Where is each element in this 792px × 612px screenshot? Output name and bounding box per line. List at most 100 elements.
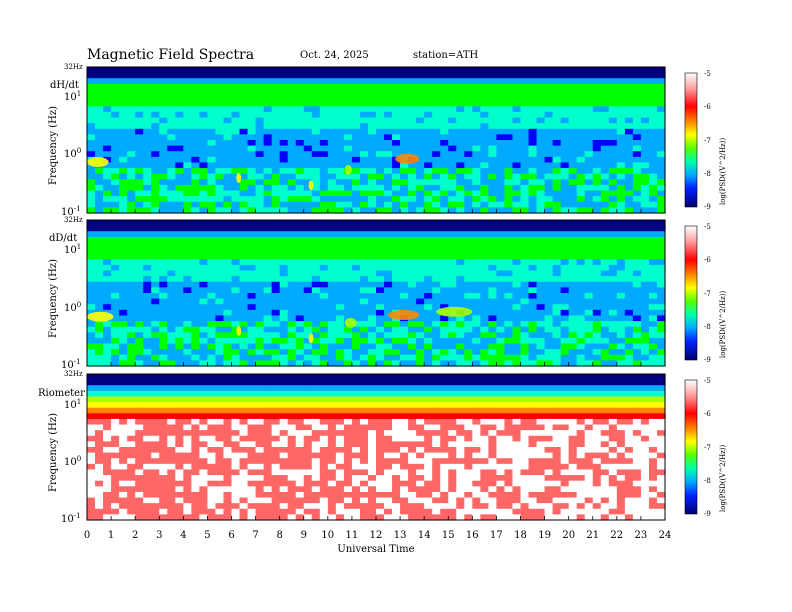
spectrogram-cell <box>632 111 642 119</box>
spectrogram-cell <box>424 173 433 180</box>
spectrogram-cell <box>263 264 273 272</box>
spectrogram-cell <box>335 242 345 249</box>
spectrogram-cell <box>472 430 481 437</box>
spectrogram-cell <box>87 463 96 471</box>
spectrogram-cell <box>239 374 249 381</box>
spectrogram-cell <box>239 304 249 311</box>
spectrogram-cell <box>624 145 634 152</box>
spectrogram-cell <box>616 343 626 350</box>
spectrogram-cell <box>191 83 200 91</box>
spectrogram-cell <box>376 270 385 277</box>
spectrogram-cell <box>456 390 465 398</box>
spectrogram-cell <box>536 418 546 426</box>
spectrogram-cell <box>127 407 136 414</box>
spectrogram-cell <box>616 89 626 96</box>
spectrogram-cell <box>199 168 209 175</box>
spectrogram-cell <box>416 264 425 272</box>
spectrogram-cell <box>472 458 481 465</box>
spectrogram-cell <box>135 231 144 238</box>
spectrogram-cell <box>576 134 586 141</box>
spectrogram-cell <box>400 72 409 79</box>
spectrogram-cell <box>632 207 642 214</box>
spectrogram-cell <box>584 343 594 350</box>
spectrogram-cell <box>440 236 449 244</box>
spectrogram-cell <box>175 78 184 85</box>
spectrogram-cell <box>303 407 313 414</box>
y-tick-dddt-0: 100 <box>64 301 81 314</box>
spectrogram-cell <box>400 83 409 91</box>
spectrogram-cell <box>335 134 345 141</box>
spectrogram-cell <box>343 117 353 124</box>
spectrogram-cell <box>215 72 225 79</box>
spectrogram-cell <box>424 236 433 244</box>
spectrogram-cell <box>376 207 385 214</box>
spectrogram-cell <box>656 100 666 107</box>
spectrogram-cell <box>488 83 498 91</box>
spectrogram-cell <box>400 270 409 277</box>
spectrogram-cell <box>335 253 345 260</box>
spectrogram-cell <box>544 452 554 459</box>
spectrogram-cell <box>199 173 209 180</box>
spectrogram-cell <box>87 270 96 277</box>
spectrogram-cell <box>191 293 200 300</box>
spectrogram-cell <box>255 452 265 459</box>
spectrogram-cell <box>392 201 401 208</box>
spectrogram-cell <box>568 67 578 74</box>
spectrogram-cell <box>287 162 297 169</box>
spectrogram-cell <box>119 413 128 420</box>
spectrogram-cell <box>488 95 498 102</box>
spectrogram-cell <box>319 441 329 448</box>
spectrogram-cell <box>95 190 104 197</box>
y-tick-dhdt-1: 101 <box>64 90 81 103</box>
spectrogram-cell <box>119 145 128 152</box>
spectrogram-cell <box>335 106 345 113</box>
spectrogram-cell <box>416 207 425 214</box>
spectrogram-cell <box>95 100 104 107</box>
spectrogram-cell <box>656 435 666 442</box>
spectrogram-cell <box>151 435 160 442</box>
spectrogram-cell <box>512 95 522 102</box>
spectrogram-cell <box>255 184 265 192</box>
spectrogram-cell <box>448 458 457 465</box>
spectrogram-cell <box>303 117 313 124</box>
spectrogram-cell <box>271 179 281 186</box>
spectrogram-cell <box>199 463 209 471</box>
spectrogram-cell <box>512 117 522 124</box>
spectrogram-cell <box>400 134 409 141</box>
spectrogram-cell <box>440 463 449 471</box>
spectrogram-cell <box>520 360 530 367</box>
spectrogram-cell <box>568 207 578 214</box>
spectrogram-cell <box>247 407 257 414</box>
spectrogram-cell <box>448 145 457 152</box>
spectrogram-cell <box>392 151 401 158</box>
spectrogram-cell <box>263 379 273 386</box>
spectrogram-cell <box>199 315 209 322</box>
spectrogram-cell <box>648 304 658 311</box>
spectrogram-cell <box>600 293 610 300</box>
spectrogram-cell <box>552 315 562 322</box>
spectrogram-cell <box>111 67 120 74</box>
spectrogram-cell <box>632 430 642 437</box>
spectrogram-cell <box>536 349 546 356</box>
spectrogram-cell <box>311 225 321 232</box>
spectrogram-cell <box>608 173 618 180</box>
spectrogram-cell <box>111 95 120 102</box>
spectrogram-cell <box>319 276 329 283</box>
spectrogram-cell <box>311 418 321 426</box>
panel-riometer: Riometer 32Hz 101 100 10-1 Frequency (Hz… <box>38 370 727 525</box>
spectrogram-cell <box>199 374 209 381</box>
spectrogram-cell <box>456 332 465 339</box>
spectrogram-cell <box>247 145 257 152</box>
spectrogram-cell <box>95 83 104 91</box>
spectrogram-cell <box>488 123 498 130</box>
spectrogram-cell <box>592 407 602 414</box>
spectrogram-cell <box>255 281 265 288</box>
spectrogram-cell <box>175 413 184 420</box>
spectrogram-cell <box>632 458 642 465</box>
spectrogram-cell <box>656 236 666 244</box>
spectrogram-cell <box>215 83 225 91</box>
y-axis-label-dhdt: Frequency (Hz) <box>48 106 59 185</box>
spectrogram-cell <box>351 413 361 420</box>
spectrogram-cell <box>400 145 409 152</box>
spectrogram-cell <box>151 332 160 339</box>
